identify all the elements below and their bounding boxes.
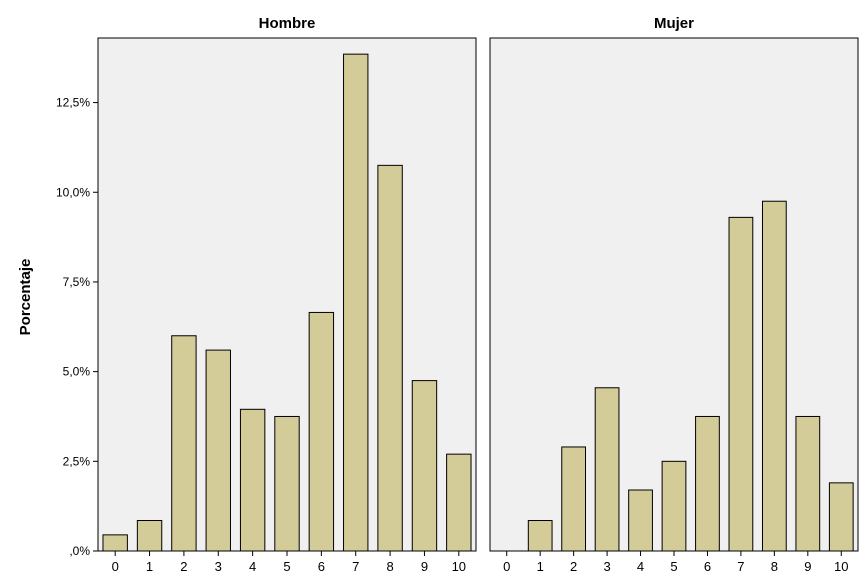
x-tick-label: 4 <box>249 559 256 574</box>
y-tick-label: ,0% <box>69 544 90 558</box>
bar-hombre-6 <box>308 311 335 552</box>
x-tick-label: 7 <box>737 559 744 574</box>
panel-mujer: Mujer 0 1 2 3 4 5 6 7 8 9 10 <box>489 15 859 574</box>
x-tick-label: 10 <box>834 559 848 574</box>
x-tick-label: 5 <box>670 559 677 574</box>
bar-mujer-6 <box>695 415 720 552</box>
bar-hombre-7 <box>343 53 369 552</box>
x-tick-label: 10 <box>452 559 466 574</box>
panel-title: Mujer <box>654 15 694 32</box>
x-tick-label: 2 <box>570 559 577 574</box>
y-axis-title-group: Porcentaje <box>17 259 34 336</box>
x-tick-label: 7 <box>352 559 359 574</box>
x-tick-label: 8 <box>771 559 778 574</box>
bar-mujer-7 <box>728 216 754 552</box>
y-tick-label: 10,0% <box>56 185 90 199</box>
bar-mujer-8 <box>761 200 787 552</box>
bar-mujer-3 <box>594 387 620 552</box>
bar-hombre-3 <box>205 349 231 552</box>
panel-hombre: Hombre 0 1 2 3 4 5 6 7 8 9 10 <box>97 15 477 574</box>
x-tick-label: 5 <box>283 559 290 574</box>
y-tick-label: 5,0% <box>63 365 91 379</box>
x-tick-label: 3 <box>215 559 222 574</box>
y-tick-label: 7,5% <box>63 275 91 289</box>
bar-hombre-0 <box>102 534 128 552</box>
x-tick-label: 2 <box>180 559 187 574</box>
y-axis: ,0% 2,5% 5,0% 7,5% 10,0% 12,5% <box>56 96 98 558</box>
y-tick-label: 12,5% <box>56 96 90 110</box>
bar-hombre-10 <box>446 453 472 552</box>
y-axis-label: Porcentaje <box>17 259 34 336</box>
x-tick-label: 0 <box>112 559 119 574</box>
x-tick-label: 1 <box>146 559 153 574</box>
bar-hombre-1 <box>136 520 163 552</box>
bar-mujer-10 <box>828 482 854 552</box>
x-tick-label: 6 <box>704 559 711 574</box>
x-tick-label: 6 <box>318 559 325 574</box>
bar-mujer-4 <box>628 489 653 552</box>
bar-hombre-5 <box>274 415 300 552</box>
bar-mujer-5 <box>661 460 687 552</box>
x-tick-label: 1 <box>537 559 544 574</box>
x-tick-label: 8 <box>386 559 393 574</box>
bar-mujer-1 <box>527 520 553 552</box>
bar-hombre-8 <box>377 164 403 552</box>
x-tick-label: 4 <box>637 559 644 574</box>
bar-mujer-9 <box>795 415 821 552</box>
x-tick-label: 9 <box>804 559 811 574</box>
x-tick-label: 3 <box>603 559 610 574</box>
bar-mujer-2 <box>561 446 587 552</box>
bar-hombre-4 <box>239 408 266 552</box>
bar-hombre-9 <box>411 380 438 552</box>
y-tick-label: 2,5% <box>63 454 91 468</box>
x-tick-label: 0 <box>503 559 510 574</box>
panel-title: Hombre <box>259 15 316 32</box>
bar-hombre-2 <box>171 335 197 552</box>
x-tick-label: 9 <box>421 559 428 574</box>
